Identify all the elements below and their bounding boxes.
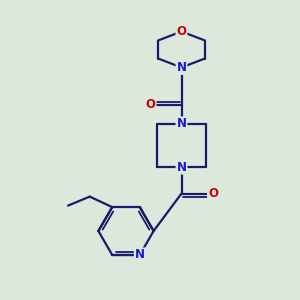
Text: O: O (208, 187, 218, 200)
Text: N: N (135, 248, 145, 261)
Text: N: N (176, 160, 187, 174)
Text: N: N (176, 117, 187, 130)
Text: O: O (146, 98, 156, 112)
Text: O: O (176, 25, 187, 38)
Text: N: N (176, 61, 187, 74)
